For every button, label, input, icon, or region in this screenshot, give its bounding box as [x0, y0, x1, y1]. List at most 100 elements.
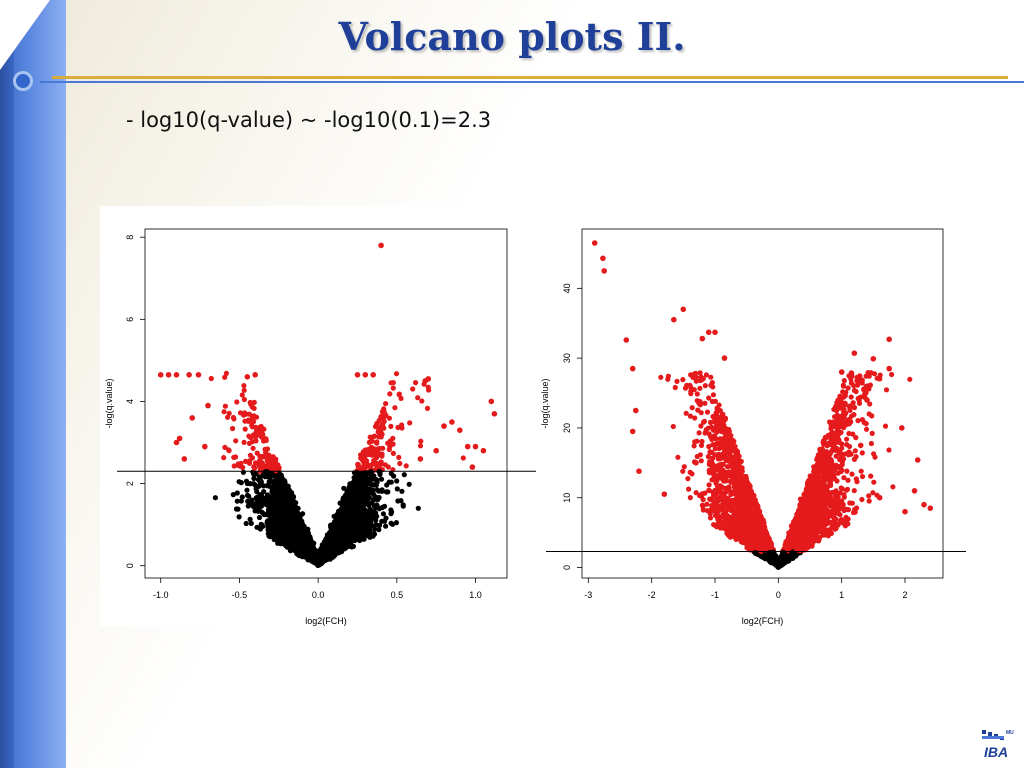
data-point — [266, 506, 272, 512]
data-point — [362, 372, 369, 378]
data-point — [265, 469, 271, 475]
data-point — [378, 459, 384, 465]
data-point — [355, 461, 361, 467]
data-point — [399, 488, 405, 494]
data-point — [378, 434, 384, 440]
data-point — [342, 530, 348, 536]
x-tick-label: -0.5 — [232, 590, 248, 600]
data-point — [285, 543, 291, 550]
data-point — [282, 507, 288, 514]
data-point — [251, 471, 257, 477]
data-point — [247, 516, 253, 522]
data-point — [710, 442, 716, 448]
data-point — [264, 492, 271, 498]
data-point — [379, 504, 385, 511]
data-point — [356, 518, 362, 524]
data-point — [419, 398, 425, 404]
data-point — [883, 387, 890, 393]
data-point — [267, 534, 273, 540]
data-point — [385, 464, 391, 470]
data-point — [253, 501, 259, 507]
data-point — [449, 419, 455, 425]
data-point — [266, 511, 272, 517]
data-point — [269, 497, 275, 503]
title-bullet-dot — [13, 71, 33, 91]
data-point — [254, 488, 260, 495]
data-point — [208, 375, 214, 382]
data-point — [241, 396, 247, 403]
data-point — [418, 438, 424, 444]
data-point — [246, 411, 252, 417]
data-point — [233, 454, 239, 460]
data-point — [363, 490, 369, 496]
data-point — [299, 520, 305, 526]
data-point — [234, 498, 240, 504]
y-tick-label: 2 — [125, 481, 135, 486]
data-point — [350, 500, 357, 506]
data-point — [222, 374, 228, 380]
data-point — [683, 410, 689, 416]
data-point — [274, 493, 280, 499]
data-point — [300, 511, 306, 517]
data-point — [364, 458, 370, 464]
data-point — [242, 426, 248, 432]
data-point — [253, 429, 259, 435]
data-point — [370, 372, 377, 378]
data-point — [247, 481, 253, 487]
data-point — [336, 521, 342, 527]
data-point — [245, 503, 251, 509]
data-point — [351, 475, 357, 481]
data-point — [369, 489, 375, 495]
data-point — [387, 444, 393, 450]
data-point — [311, 552, 317, 558]
y-tick-label: 6 — [125, 317, 135, 322]
data-point — [240, 469, 246, 475]
title-underline-blue — [40, 81, 1024, 83]
point-cloud — [208, 370, 466, 568]
data-point — [370, 533, 376, 539]
data-point — [254, 494, 260, 500]
data-point — [702, 383, 708, 389]
data-point — [253, 414, 260, 420]
data-point — [491, 411, 498, 417]
data-point — [359, 503, 365, 509]
data-point — [363, 451, 369, 457]
title-underline-gold — [52, 76, 1008, 79]
data-point — [264, 453, 270, 460]
data-point — [383, 401, 389, 407]
data-point — [415, 395, 421, 401]
data-point — [306, 543, 312, 549]
data-point — [394, 478, 400, 484]
data-point — [406, 481, 412, 487]
data-point — [335, 535, 341, 541]
data-point — [230, 492, 236, 498]
data-point — [433, 447, 440, 454]
data-point — [343, 500, 349, 506]
data-point — [464, 443, 471, 450]
data-point — [260, 433, 266, 439]
data-point — [270, 454, 276, 460]
data-point — [234, 490, 240, 496]
data-point — [706, 395, 712, 401]
data-point — [248, 434, 254, 441]
data-point — [273, 521, 279, 527]
data-point — [294, 545, 300, 551]
data-point — [367, 434, 373, 440]
data-point — [388, 380, 394, 386]
data-point — [256, 514, 263, 521]
data-point — [378, 476, 385, 482]
data-point — [195, 372, 202, 378]
data-point — [244, 374, 251, 380]
data-point — [271, 472, 277, 478]
data-point — [294, 516, 300, 522]
data-point — [407, 420, 413, 426]
data-point — [243, 520, 249, 527]
data-point — [425, 384, 431, 390]
data-point — [424, 405, 431, 411]
data-point — [221, 409, 227, 415]
data-point — [327, 550, 333, 556]
data-point — [410, 386, 416, 392]
plot-frame — [581, 228, 944, 579]
x-tick-label: 1.0 — [469, 590, 482, 600]
